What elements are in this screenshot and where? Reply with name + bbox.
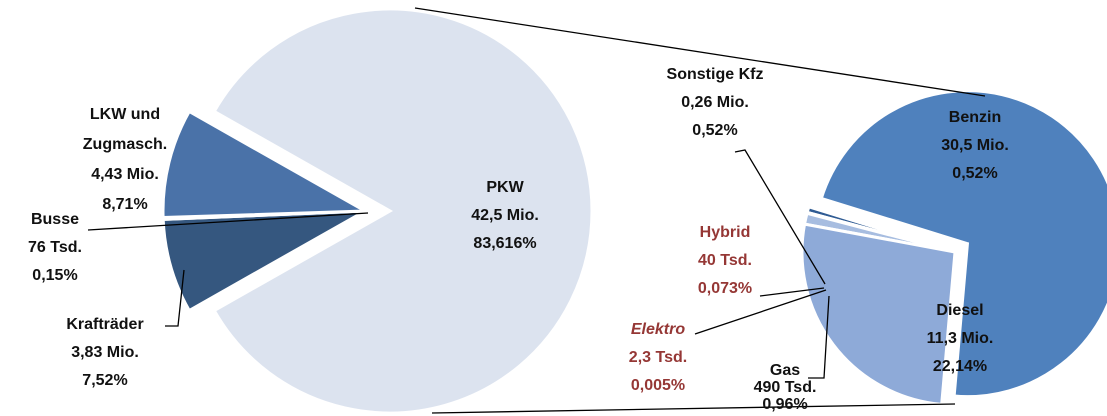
pie-slice xyxy=(800,222,957,407)
connector-line xyxy=(414,7,986,97)
percent-label: 7,52% xyxy=(82,372,128,389)
slice-label: Sonstige Kfz 0,26 Mio. 0,52% xyxy=(667,61,764,145)
value-label: 30,5 Mio. xyxy=(941,137,1009,154)
leader-line xyxy=(694,289,827,335)
leader-line xyxy=(165,269,185,327)
percent-label: 0,005% xyxy=(630,377,686,394)
percent-label: 22,14% xyxy=(932,358,988,375)
slice-name: Busse xyxy=(30,211,80,228)
percent-label: 0,073% xyxy=(697,280,753,297)
value-label: 2,3 Tsd. xyxy=(628,349,688,366)
slice-label: PKW 42,5 Mio. 83,616% xyxy=(471,174,539,258)
slice-label: Diesel 11,3 Mio. 22,14% xyxy=(927,297,994,381)
slice-name: Krafträder xyxy=(66,316,144,333)
pie-slice xyxy=(212,7,594,415)
percent-label: 0,52% xyxy=(952,165,998,182)
percent-label: 8,71% xyxy=(102,196,148,213)
leader-line xyxy=(759,287,825,297)
slice-label: Hybrid 40 Tsd. 0,073% xyxy=(698,219,752,303)
value-label: 4,43 Mio. xyxy=(91,166,159,183)
slice-label: LKW und Zugmasch. 4,43 Mio. 8,71% xyxy=(70,100,180,220)
value-label: 490 Tsd. xyxy=(753,379,817,396)
value-label: 0,26 Mio. xyxy=(681,94,749,111)
slice-name: LKW und Zugmasch. xyxy=(82,106,168,153)
percent-label: 83,616% xyxy=(473,235,537,252)
slice-label: Benzin 30,5 Mio. 0,52% xyxy=(941,104,1009,188)
slice-name: Diesel xyxy=(936,302,984,319)
slice-label: Elektro 2,3 Tsd. 0,005% xyxy=(629,316,687,400)
pie-slice xyxy=(819,89,1107,399)
slice-label: Busse 76 Tsd. 0,15% xyxy=(28,206,82,290)
percent-label: 0,15% xyxy=(32,267,78,284)
percent-label: 0,52% xyxy=(692,122,738,139)
value-label: 42,5 Mio. xyxy=(471,207,539,224)
leader-line xyxy=(808,295,830,379)
pie-slice xyxy=(161,109,371,220)
leader-line xyxy=(734,149,826,285)
slice-name: Elektro xyxy=(630,321,686,338)
slice-name: Sonstige Kfz xyxy=(666,66,764,83)
pie-slice xyxy=(161,209,366,313)
slice-name: Hybrid xyxy=(699,224,751,241)
slice-name: Gas xyxy=(769,362,801,379)
value-label: 76 Tsd. xyxy=(28,239,82,256)
leader-line xyxy=(87,212,369,231)
value-label: 3,83 Mio. xyxy=(71,344,139,361)
slice-name: PKW xyxy=(486,179,524,196)
value-label: 40 Tsd. xyxy=(698,252,752,269)
percent-label: 0,96% xyxy=(762,396,808,413)
slice-label: Krafträder 3,83 Mio. 7,52% xyxy=(66,311,143,395)
slice-name: Benzin xyxy=(948,109,1002,126)
slice-label: Gas 490 Tsd. 0,96% xyxy=(754,362,817,413)
value-label: 11,3 Mio. xyxy=(926,330,994,347)
connector-line xyxy=(431,403,956,414)
